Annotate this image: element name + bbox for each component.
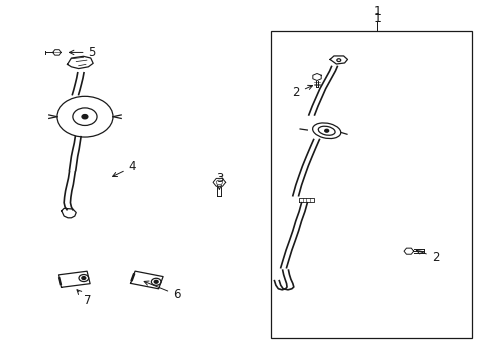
Text: 5: 5 [69, 46, 96, 59]
Bar [270, 31, 471, 338]
Text: 3: 3 [215, 172, 223, 189]
Circle shape [154, 280, 158, 283]
Text: 2: 2 [292, 85, 312, 99]
Circle shape [82, 114, 88, 119]
Text: 1: 1 [373, 5, 381, 18]
Circle shape [82, 276, 85, 279]
Text: 6: 6 [144, 281, 180, 301]
Text: 7: 7 [77, 290, 91, 307]
Text: 2: 2 [415, 250, 438, 264]
Text: 4: 4 [112, 161, 136, 176]
Text: 1: 1 [373, 12, 381, 25]
Circle shape [324, 129, 328, 132]
